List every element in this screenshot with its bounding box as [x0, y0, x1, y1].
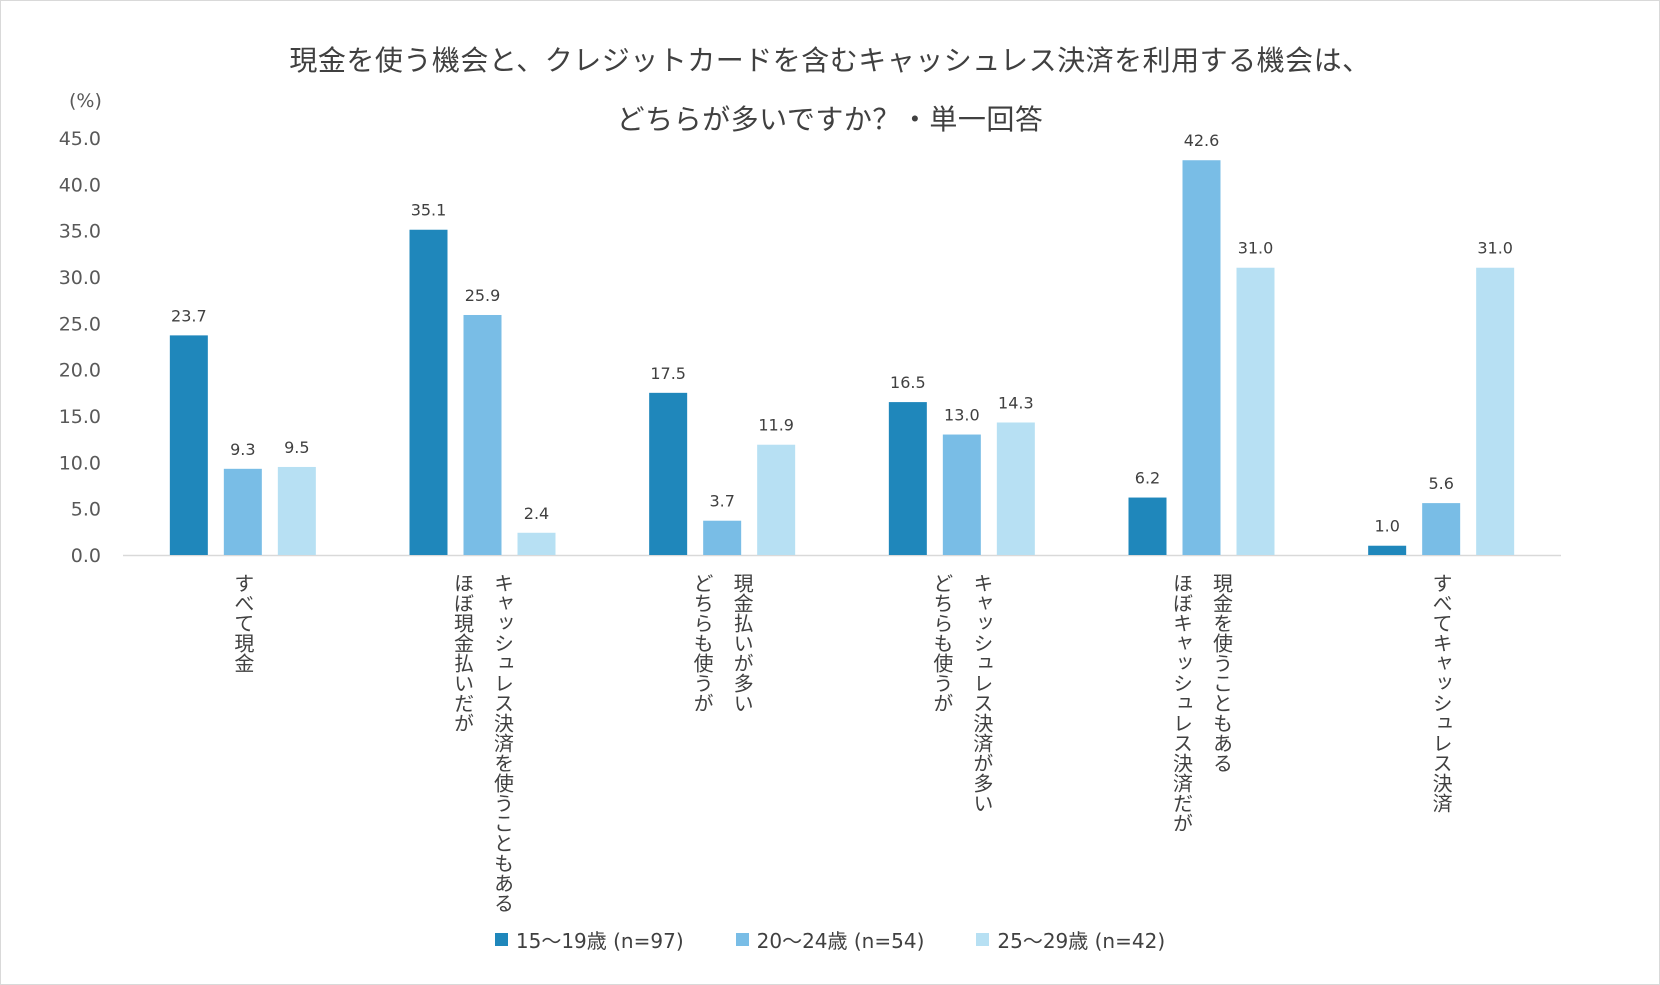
data-label: 14.3 [998, 393, 1034, 412]
chart-title-line-1: 現金を使う機会と、クレジットカードを含むキャッシュレス決済を利用する機会は、 [289, 44, 1371, 77]
x-category-label: 現金を使うこともある [1210, 573, 1234, 773]
bar [1422, 503, 1461, 555]
bar [1236, 267, 1275, 555]
bar [1476, 267, 1515, 555]
y-tick-label: 20.0 [59, 360, 101, 382]
x-category-label: キャッシュレス決済が多い [970, 573, 994, 813]
data-label: 9.3 [230, 440, 255, 459]
legend-swatch [735, 933, 749, 946]
x-category-label: ほぼ現金払いだが [451, 573, 475, 733]
legend-swatch [976, 933, 990, 946]
y-tick-label: 30.0 [59, 267, 101, 289]
data-label: 23.7 [171, 306, 207, 325]
data-label: 9.5 [284, 438, 309, 457]
legend-label: 25〜29歳 (n=42) [997, 929, 1166, 953]
y-tick-label: 35.0 [59, 221, 101, 243]
data-label: 16.5 [890, 373, 926, 392]
bar [757, 444, 796, 555]
data-label: 31.0 [1477, 239, 1513, 258]
bar [1128, 497, 1167, 555]
y-tick-label: 15.0 [59, 406, 101, 428]
y-tick-label: 40.0 [59, 174, 101, 196]
bar [888, 402, 927, 555]
x-category-label: ほぼキャッシュレス決済だが [1170, 573, 1194, 833]
bar [1368, 545, 1407, 555]
y-tick-label: 45.0 [59, 128, 101, 150]
bar [277, 466, 316, 555]
data-label: 2.4 [524, 504, 549, 523]
bar [996, 422, 1035, 555]
legend-item: 15〜19歳 (n=97) [494, 925, 684, 954]
data-label: 17.5 [650, 364, 686, 383]
x-category-label: すべてキャッシュレス決済 [1429, 573, 1453, 813]
bar [1182, 160, 1221, 556]
data-label: 31.0 [1238, 239, 1274, 258]
data-label: 6.2 [1135, 469, 1160, 488]
y-tick-label: 25.0 [59, 313, 101, 335]
data-label: 11.9 [758, 416, 794, 435]
bar [463, 314, 502, 555]
data-label: 1.0 [1374, 517, 1399, 536]
bar [169, 335, 208, 555]
x-category-label: キャッシュレス決済を使うこともある [491, 573, 515, 913]
data-label: 25.9 [465, 286, 501, 305]
bar [703, 520, 742, 555]
legend: 15〜19歳 (n=97) 20〜24歳 (n=54) 25〜29歳 (n=42) [1, 925, 1659, 954]
legend-swatch [494, 933, 508, 946]
chart-title-line-2: どちらが多いですか？・単一回答 [616, 103, 1044, 136]
legend-label: 15〜19歳 (n=97) [515, 929, 684, 953]
legend-item: 25〜29歳 (n=42) [976, 925, 1165, 954]
legend-item: 20〜24歳 (n=54) [735, 925, 925, 954]
data-label: 13.0 [944, 406, 980, 425]
data-label: 35.1 [411, 201, 447, 220]
y-tick-label: 10.0 [59, 452, 101, 474]
legend-label: 20〜24歳 (n=54) [756, 929, 925, 953]
data-label: 3.7 [709, 492, 734, 511]
y-tick-label: 5.0 [71, 499, 101, 521]
x-category-label: すべて現金 [231, 573, 255, 673]
x-category-label: どちらも使うが [690, 573, 714, 713]
bar [409, 229, 448, 556]
bar [942, 434, 981, 555]
bar [649, 392, 688, 555]
y-axis-unit: (%) [69, 90, 102, 112]
data-label: 5.6 [1428, 474, 1453, 493]
x-category-label: どちらも使うが [930, 573, 954, 713]
x-category-label: 現金払いが多い [730, 573, 754, 713]
bar [223, 468, 262, 555]
y-tick-label: 0.0 [71, 545, 101, 567]
bar [517, 532, 556, 555]
data-label: 42.6 [1184, 131, 1220, 150]
